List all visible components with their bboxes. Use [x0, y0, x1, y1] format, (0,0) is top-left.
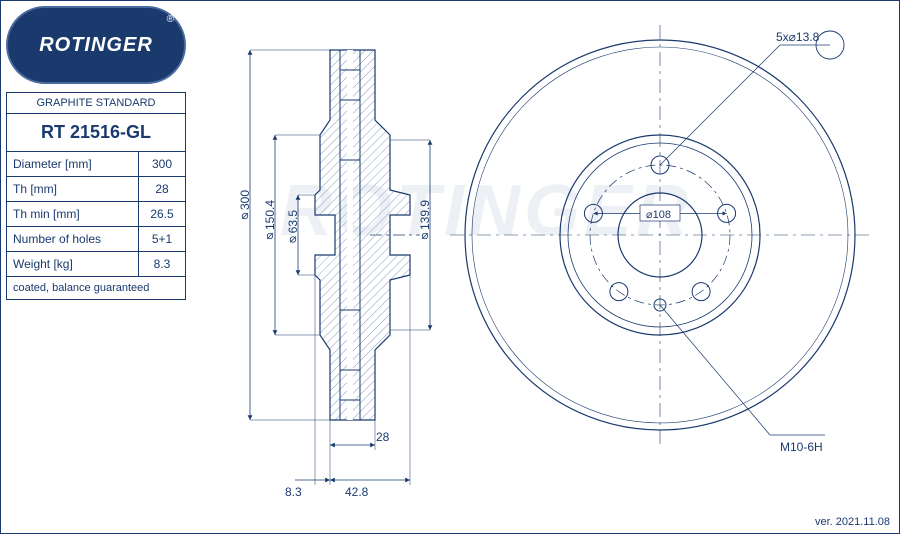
spec-title: GRAPHITE STANDARD — [7, 93, 185, 114]
spec-value: 5+1 — [139, 227, 185, 251]
dim-d139: ⌀139.9 — [418, 200, 432, 244]
version-label: ver. 2021.11.08 — [815, 516, 890, 528]
side-view — [250, 50, 430, 485]
dim-h8: 8.3 — [285, 485, 302, 499]
spec-value: 8.3 — [139, 252, 185, 276]
brand-name: ROTINGER — [39, 34, 153, 57]
spec-label: Number of holes — [7, 227, 139, 251]
spec-label: Th [mm] — [7, 177, 139, 201]
thread-callout: M10-6H — [780, 440, 823, 454]
dim-d300: ⌀300 — [238, 190, 252, 224]
spec-row: Th min [mm] 26.5 — [7, 202, 185, 227]
part-number: RT 21516-GL — [7, 114, 185, 152]
brand-logo: ROTINGER ® — [6, 6, 186, 84]
spec-row: Th [mm] 28 — [7, 177, 185, 202]
spec-note: coated, balance guaranteed — [7, 277, 185, 299]
holes-callout: 5x⌀13.8 — [776, 30, 819, 44]
spec-row: Diameter [mm] 300 — [7, 152, 185, 177]
spec-row: Number of holes 5+1 — [7, 227, 185, 252]
spec-label: Diameter [mm] — [7, 152, 139, 176]
spec-value: 300 — [139, 152, 185, 176]
spec-row: Weight [kg] 8.3 — [7, 252, 185, 277]
registered-icon: ® — [167, 14, 174, 25]
dim-d63: ⌀63.5 — [286, 210, 300, 247]
spec-value: 26.5 — [139, 202, 185, 226]
spec-label: Weight [kg] — [7, 252, 139, 276]
dim-th28: 28 — [376, 430, 389, 444]
spec-value: 28 — [139, 177, 185, 201]
dim-w42: 42.8 — [345, 485, 368, 499]
front-view — [450, 25, 870, 445]
dim-d150: ⌀150.4 — [263, 200, 277, 244]
spec-table: GRAPHITE STANDARD RT 21516-GL Diameter [… — [6, 92, 186, 300]
pcd-callout: ⌀108 — [646, 208, 671, 221]
technical-drawing: ⌀300 ⌀150.4 ⌀63.5 ⌀139.9 28 42.8 8.3 5x⌀… — [190, 0, 900, 534]
spec-label: Th min [mm] — [7, 202, 139, 226]
